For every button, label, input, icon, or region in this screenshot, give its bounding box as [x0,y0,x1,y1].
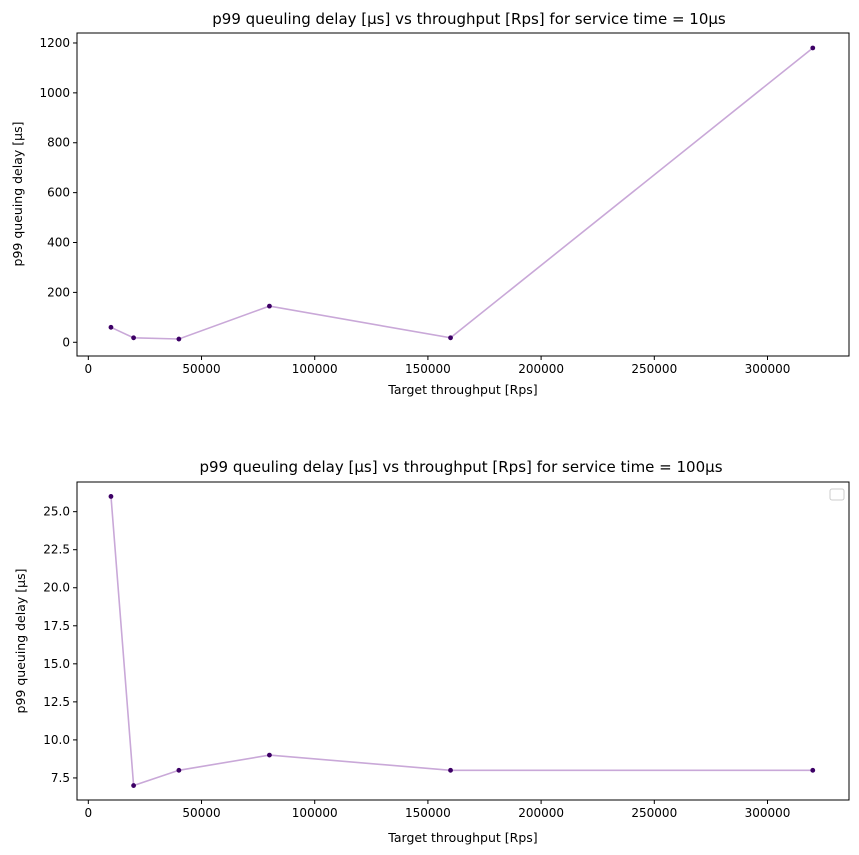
x-axis-ticks: 0 50000 100000 150000 200000 250000 300000 [84,800,790,820]
x-axis-ticks: 0 50000 100000 150000 200000 250000 300000 [84,356,790,376]
x-tick-label: 0 [84,362,92,376]
plot-lines [110,47,814,340]
y-tick-label: 400 [47,236,70,250]
x-tick-label: 50000 [182,806,220,820]
x-tick-label: 250000 [631,806,677,820]
x-tick-label: 100000 [292,806,338,820]
series-line [110,496,813,787]
data-point [448,767,453,773]
plot-markers [108,45,816,342]
data-point [267,303,272,309]
plot-markers [108,494,816,788]
y-tick-label: 10.0 [43,733,70,747]
chart-top: p99 queuling delay [μs] vs throughput [R… [10,10,850,397]
data-point [176,767,182,773]
x-tick-label: 300000 [745,362,791,376]
y-tick-label: 1000 [39,86,70,100]
x-tick-label: 200000 [518,362,564,376]
x-tick-label: 100000 [292,362,338,376]
plot-area-frame [76,32,850,357]
legend-box [829,488,845,501]
y-tick-label: 800 [47,136,70,150]
x-tick-label: 200000 [518,806,564,820]
x-tick-label: 150000 [405,362,451,376]
x-tick-label: 250000 [631,362,677,376]
y-tick-label: 7.5 [51,771,70,785]
data-point [108,324,114,330]
y-tick-label: 20.0 [43,581,70,595]
y-tick-label: 600 [47,186,70,200]
x-axis-label: Target throughput [Rps] [387,382,537,397]
y-axis-label: p99 queuing delay [μs] [13,569,28,714]
data-point [448,335,453,341]
y-tick-label: 22.5 [43,543,70,557]
plot-area-frame [76,481,850,801]
y-tick-label: 17.5 [43,619,70,633]
y-tick-label: 200 [47,285,70,299]
data-point [131,335,136,341]
data-point [176,336,182,342]
y-tick-label: 1200 [39,36,70,50]
y-axis-ticks: 0 200 400 600 800 1000 1200 [39,36,77,349]
chart-bottom: p99 queuling delay [μs] vs throughput [R… [13,458,850,845]
y-tick-label: 0 [62,335,70,349]
x-axis-label: Target throughput [Rps] [387,830,537,845]
data-point [810,45,816,51]
x-tick-label: 150000 [405,806,451,820]
x-tick-label: 300000 [745,806,791,820]
data-point [108,494,114,499]
chart-title: p99 queuling delay [μs] vs throughput [R… [199,458,722,476]
data-point [810,767,816,773]
x-tick-label: 50000 [182,362,220,376]
chart-title: p99 queuling delay [μs] vs throughput [R… [212,10,726,28]
y-axis-label: p99 queuing delay [μs] [10,122,25,267]
y-tick-label: 12.5 [43,695,70,709]
plot-lines [110,496,813,787]
series-line [110,47,814,340]
y-tick-label: 25.0 [43,505,70,519]
x-tick-label: 0 [84,806,92,820]
y-axis-ticks: 7.5 10.0 12.5 15.0 17.5 20.0 22.5 25.0 [43,505,77,785]
data-point [131,783,136,788]
y-tick-label: 15.0 [43,657,70,671]
data-point [267,752,272,758]
